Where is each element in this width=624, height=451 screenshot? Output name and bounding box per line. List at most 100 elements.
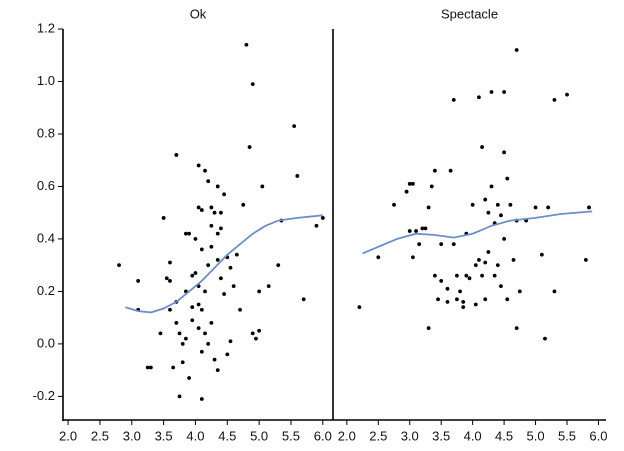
point (266, 284, 271, 289)
point (215, 231, 220, 236)
point (117, 263, 121, 268)
point (231, 284, 236, 289)
point (199, 349, 204, 354)
point (199, 208, 204, 212)
point (174, 321, 179, 325)
point (417, 242, 422, 247)
point (407, 229, 412, 233)
point (502, 150, 506, 155)
point (199, 307, 204, 312)
point (203, 289, 207, 294)
point (543, 336, 547, 341)
point (420, 226, 425, 231)
point (295, 174, 300, 178)
point (502, 90, 506, 94)
point (552, 289, 557, 294)
point (222, 292, 227, 296)
x-tick-label: 2.0 (338, 428, 356, 443)
point (314, 223, 319, 228)
point (206, 179, 211, 184)
y-tick-label: 1.0 (37, 73, 55, 88)
point (455, 273, 459, 278)
point (517, 289, 522, 294)
point (445, 300, 450, 304)
point (495, 202, 500, 207)
point (448, 168, 453, 173)
point (190, 273, 195, 278)
panel-title: Ok (190, 6, 207, 21)
y-tick-label: 0.0 (37, 335, 55, 350)
x-tick-label: 2.5 (369, 428, 387, 443)
point (473, 263, 478, 268)
point (392, 202, 396, 207)
point (433, 168, 437, 173)
x-tick-label: 5.0 (250, 428, 268, 443)
point (410, 181, 415, 186)
point (433, 273, 437, 278)
point (486, 210, 491, 215)
point (180, 360, 185, 365)
x-tick-label: 6.0 (314, 428, 332, 443)
point (190, 318, 195, 323)
point (219, 276, 223, 281)
point (539, 252, 544, 257)
point (174, 153, 179, 157)
point (187, 376, 191, 380)
point (225, 352, 230, 357)
point (426, 326, 431, 331)
point (184, 231, 188, 236)
point (199, 397, 204, 401)
point (414, 229, 418, 233)
y-tick-label: 0.8 (37, 125, 55, 140)
y-tick-label: 0.2 (37, 283, 55, 298)
point (257, 289, 262, 294)
point (508, 202, 513, 207)
point (477, 258, 481, 262)
point (209, 205, 214, 210)
point (228, 265, 233, 270)
point (455, 297, 459, 302)
point (489, 184, 494, 189)
point (499, 284, 503, 289)
point (511, 258, 516, 262)
point (193, 237, 198, 241)
x-tick-label: 5.5 (558, 428, 576, 443)
y-tick-label: -0.2 (33, 388, 55, 403)
point (429, 184, 434, 189)
y-tick-label: 0.6 (37, 178, 55, 193)
point (486, 250, 491, 254)
point (212, 357, 217, 362)
point (190, 305, 195, 310)
point (219, 226, 223, 231)
point (489, 90, 494, 94)
point (546, 205, 551, 210)
point (483, 197, 488, 202)
point (222, 192, 227, 197)
point (184, 336, 188, 341)
point (199, 247, 204, 252)
point (234, 252, 239, 257)
point (168, 260, 172, 265)
point (451, 242, 456, 247)
point (196, 205, 201, 210)
point (247, 145, 252, 149)
smooth-line (362, 210, 593, 255)
point (276, 263, 281, 268)
point (552, 97, 557, 102)
point (483, 297, 488, 302)
point (161, 216, 166, 220)
point (238, 307, 242, 312)
point (148, 365, 153, 370)
point (206, 341, 211, 346)
point (241, 202, 246, 207)
point (404, 189, 409, 194)
point (470, 202, 475, 207)
point (480, 145, 484, 149)
point (215, 258, 220, 262)
point (215, 368, 220, 373)
point (209, 223, 214, 228)
point (439, 242, 444, 247)
x-tick-label: 4.5 (495, 428, 513, 443)
point (168, 307, 172, 312)
